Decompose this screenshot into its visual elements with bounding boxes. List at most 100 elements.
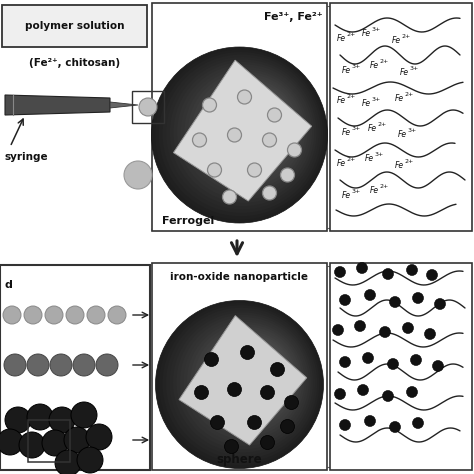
Circle shape: [254, 367, 264, 378]
Circle shape: [383, 391, 393, 401]
Circle shape: [163, 55, 321, 213]
Circle shape: [177, 64, 312, 200]
Text: iron-oxide nanoparticle: iron-oxide nanoparticle: [171, 272, 309, 282]
Circle shape: [96, 354, 118, 376]
Text: 3+: 3+: [408, 128, 417, 133]
Circle shape: [432, 361, 444, 372]
Circle shape: [222, 346, 283, 407]
Text: 2+: 2+: [380, 183, 389, 189]
Circle shape: [42, 430, 68, 456]
Circle shape: [407, 264, 418, 275]
Text: Fe³⁺, Fe²⁺: Fe³⁺, Fe²⁺: [264, 12, 323, 22]
Bar: [132, 91, 164, 123]
Text: 3+: 3+: [352, 64, 361, 69]
Bar: [152, 263, 327, 470]
Circle shape: [203, 82, 297, 176]
Circle shape: [71, 402, 97, 428]
Circle shape: [258, 119, 264, 125]
Circle shape: [380, 327, 391, 337]
Polygon shape: [5, 95, 110, 115]
Circle shape: [27, 354, 49, 376]
Circle shape: [250, 114, 268, 132]
Bar: [28, 420, 70, 462]
Bar: [152, 3, 327, 231]
Circle shape: [50, 354, 72, 376]
Circle shape: [214, 90, 290, 165]
Circle shape: [388, 358, 399, 370]
Circle shape: [410, 355, 421, 365]
Circle shape: [210, 87, 292, 169]
Circle shape: [183, 319, 307, 443]
Bar: [330, 263, 472, 470]
Circle shape: [339, 294, 350, 306]
Circle shape: [55, 450, 81, 474]
Circle shape: [173, 312, 313, 452]
Circle shape: [152, 47, 328, 223]
Circle shape: [233, 353, 277, 398]
Circle shape: [176, 315, 311, 449]
Circle shape: [0, 429, 23, 455]
Circle shape: [86, 424, 112, 450]
Text: Fe: Fe: [365, 154, 374, 163]
Circle shape: [257, 370, 263, 375]
Circle shape: [180, 317, 309, 446]
Circle shape: [357, 384, 368, 395]
Circle shape: [204, 334, 294, 423]
Circle shape: [170, 310, 315, 456]
Circle shape: [407, 386, 418, 398]
Circle shape: [218, 92, 288, 162]
Text: d: d: [5, 280, 13, 290]
Circle shape: [66, 306, 84, 324]
Text: 2+: 2+: [380, 58, 389, 64]
Circle shape: [187, 322, 305, 439]
Circle shape: [226, 348, 282, 404]
Circle shape: [237, 90, 252, 104]
Circle shape: [390, 421, 401, 432]
Bar: [0, 265, 150, 470]
Circle shape: [211, 338, 290, 417]
Circle shape: [166, 308, 317, 459]
Circle shape: [281, 168, 294, 182]
Circle shape: [246, 363, 269, 385]
Circle shape: [332, 325, 344, 336]
Circle shape: [267, 108, 282, 122]
Circle shape: [195, 77, 301, 182]
Circle shape: [27, 404, 53, 430]
Circle shape: [383, 268, 393, 280]
Circle shape: [335, 266, 346, 277]
Circle shape: [435, 299, 446, 310]
Text: polymer solution: polymer solution: [25, 21, 124, 31]
Circle shape: [188, 72, 306, 189]
Circle shape: [194, 385, 209, 400]
Circle shape: [390, 297, 401, 308]
Text: Fe: Fe: [362, 28, 371, 37]
Circle shape: [208, 336, 292, 420]
Circle shape: [215, 341, 288, 414]
Circle shape: [236, 104, 277, 146]
Text: Fe: Fe: [337, 158, 346, 167]
Circle shape: [198, 329, 298, 430]
Text: 3+: 3+: [410, 65, 419, 71]
Circle shape: [271, 363, 284, 376]
Circle shape: [281, 419, 294, 434]
Circle shape: [261, 436, 274, 449]
Circle shape: [356, 263, 367, 273]
Circle shape: [219, 343, 286, 410]
Text: Fe: Fe: [342, 65, 351, 74]
Circle shape: [240, 346, 255, 359]
Circle shape: [243, 360, 271, 388]
Circle shape: [263, 186, 276, 200]
Circle shape: [194, 327, 301, 433]
Circle shape: [208, 163, 221, 177]
Circle shape: [225, 439, 238, 454]
Text: 2+: 2+: [405, 158, 414, 164]
Text: 2+: 2+: [402, 34, 411, 38]
Circle shape: [247, 112, 270, 135]
Circle shape: [181, 67, 310, 196]
Circle shape: [184, 69, 308, 192]
Text: 3+: 3+: [372, 27, 381, 31]
Text: 3+: 3+: [352, 126, 361, 130]
Circle shape: [339, 356, 350, 367]
Circle shape: [221, 94, 286, 159]
Circle shape: [229, 350, 279, 401]
